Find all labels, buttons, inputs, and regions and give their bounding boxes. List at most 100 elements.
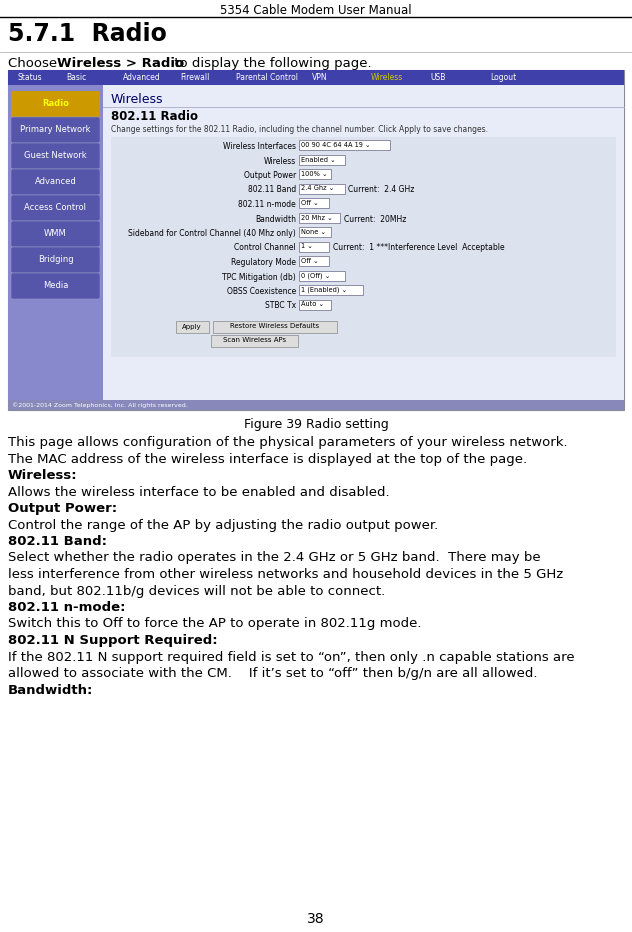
Text: The MAC address of the wireless interface is displayed at the top of the page.: The MAC address of the wireless interfac…: [8, 453, 527, 465]
Text: VPN: VPN: [312, 73, 327, 82]
Text: Select whether the radio operates in the 2.4 GHz or 5 GHz band.  There may be: Select whether the radio operates in the…: [8, 552, 540, 565]
Text: Off ⌄: Off ⌄: [301, 258, 319, 264]
Bar: [8, 400, 624, 410]
Text: Control the range of the AP by adjusting the radio output power.: Control the range of the AP by adjusting…: [8, 518, 438, 531]
Text: Wireless Interfaces: Wireless Interfaces: [223, 142, 296, 151]
Bar: [299, 184, 344, 194]
Text: 100% ⌄: 100% ⌄: [301, 171, 327, 177]
Text: This page allows configuration of the physical parameters of your wireless netwo: This page allows configuration of the ph…: [8, 436, 568, 449]
Bar: [299, 241, 329, 252]
Text: 802.11 Band:: 802.11 Band:: [8, 535, 107, 548]
Text: Firewall: Firewall: [180, 73, 209, 82]
Text: 5354 Cable Modem User Manual: 5354 Cable Modem User Manual: [220, 5, 412, 18]
Text: 802.11 N Support Required:: 802.11 N Support Required:: [8, 634, 217, 647]
Text: 38: 38: [307, 912, 325, 926]
Bar: [299, 140, 389, 150]
Text: TPC Mitigation (db): TPC Mitigation (db): [222, 272, 296, 281]
Text: 802.11 Band: 802.11 Band: [248, 185, 296, 195]
Bar: [103, 85, 624, 410]
Text: Bridging: Bridging: [38, 255, 73, 265]
Text: Figure 39 Radio setting: Figure 39 Radio setting: [243, 418, 389, 431]
Text: None ⌄: None ⌄: [301, 229, 326, 235]
Text: Bandwidth:: Bandwidth:: [8, 683, 94, 696]
Text: Off ⌄: Off ⌄: [301, 200, 319, 206]
Text: Switch this to Off to force the AP to operate in 802.11g mode.: Switch this to Off to force the AP to op…: [8, 618, 422, 631]
Text: Access Control: Access Control: [25, 203, 87, 212]
Bar: [299, 256, 329, 266]
Text: Current:  1 ***Interference Level  Acceptable: Current: 1 ***Interference Level Accepta…: [333, 243, 504, 253]
Bar: [299, 198, 329, 208]
FancyBboxPatch shape: [213, 321, 336, 333]
Text: Apply: Apply: [183, 323, 202, 330]
Bar: [299, 169, 331, 179]
Bar: [299, 212, 340, 223]
Text: If the 802.11 N support required field is set to “on”, then only .n capable stat: If the 802.11 N support required field i…: [8, 651, 574, 664]
Bar: [299, 285, 363, 295]
Text: USB: USB: [430, 73, 446, 82]
FancyBboxPatch shape: [210, 335, 298, 347]
Text: Auto ⌄: Auto ⌄: [301, 301, 324, 308]
Text: Wireless: Wireless: [264, 157, 296, 166]
FancyBboxPatch shape: [11, 91, 100, 117]
Text: WMM: WMM: [44, 229, 67, 239]
Text: Allows the wireless interface to be enabled and disabled.: Allows the wireless interface to be enab…: [8, 486, 389, 499]
Text: Status: Status: [18, 73, 42, 82]
Text: 1 ⌄: 1 ⌄: [301, 243, 313, 250]
Text: Primary Network: Primary Network: [20, 126, 91, 134]
Text: STBC Tx: STBC Tx: [265, 301, 296, 310]
Text: 00 90 4C 64 4A 19 ⌄: 00 90 4C 64 4A 19 ⌄: [301, 142, 370, 148]
Text: 802.11 n-mode: 802.11 n-mode: [238, 200, 296, 209]
FancyBboxPatch shape: [11, 169, 100, 195]
Text: 5.7.1  Radio: 5.7.1 Radio: [8, 22, 167, 46]
Bar: [8, 70, 624, 410]
Text: OBSS Coexistence: OBSS Coexistence: [227, 287, 296, 296]
Text: 2.4 Ghz ⌄: 2.4 Ghz ⌄: [301, 185, 334, 191]
Bar: [8, 70, 624, 85]
Text: Regulatory Mode: Regulatory Mode: [231, 258, 296, 267]
Text: allowed to associate with the CM.    If it’s set to “off” then b/g/n are all all: allowed to associate with the CM. If it’…: [8, 667, 537, 680]
FancyBboxPatch shape: [11, 247, 100, 273]
Text: Wireless: Wireless: [111, 93, 164, 106]
Text: Wireless: Wireless: [371, 73, 403, 82]
FancyBboxPatch shape: [176, 321, 209, 333]
Text: Wireless > Radio: Wireless > Radio: [57, 57, 185, 70]
Text: Current:  20MHz: Current: 20MHz: [344, 214, 406, 224]
Text: Bandwidth: Bandwidth: [255, 214, 296, 224]
Text: 1 (Enabled) ⌄: 1 (Enabled) ⌄: [301, 287, 347, 294]
Bar: [8, 85, 103, 402]
FancyBboxPatch shape: [11, 117, 100, 143]
Text: Media: Media: [43, 281, 68, 291]
Text: band, but 802.11b/g devices will not be able to connect.: band, but 802.11b/g devices will not be …: [8, 584, 386, 597]
Text: to display the following page.: to display the following page.: [170, 57, 372, 70]
Text: Advanced: Advanced: [35, 177, 76, 186]
Text: Change settings for the 802.11 Radio, including the channel number. Click Apply : Change settings for the 802.11 Radio, in…: [111, 125, 488, 134]
FancyBboxPatch shape: [11, 195, 100, 221]
Text: Sideband for Control Channel (40 Mhz only): Sideband for Control Channel (40 Mhz onl…: [128, 229, 296, 238]
Text: Output Power:: Output Power:: [8, 502, 117, 515]
Text: Scan Wireless APs: Scan Wireless APs: [222, 337, 286, 344]
Text: ©2001-2014 Zoom Telephonics, Inc. All rights reserved.: ©2001-2014 Zoom Telephonics, Inc. All ri…: [12, 403, 188, 408]
Text: Radio: Radio: [42, 100, 69, 108]
Bar: [111, 137, 616, 357]
Text: less interference from other wireless networks and household devices in the 5 GH: less interference from other wireless ne…: [8, 568, 563, 581]
Bar: [299, 155, 344, 165]
FancyBboxPatch shape: [11, 221, 100, 247]
Bar: [299, 299, 331, 309]
Text: 20 Mhz ⌄: 20 Mhz ⌄: [301, 214, 332, 221]
Text: Wireless:: Wireless:: [8, 469, 78, 482]
Text: Guest Network: Guest Network: [24, 152, 87, 160]
Text: Current:  2.4 GHz: Current: 2.4 GHz: [348, 185, 415, 195]
Bar: [299, 270, 344, 281]
FancyBboxPatch shape: [11, 273, 100, 299]
Text: 802.11 n-mode:: 802.11 n-mode:: [8, 601, 126, 614]
Text: Output Power: Output Power: [244, 171, 296, 180]
FancyBboxPatch shape: [11, 143, 100, 169]
Text: Logout: Logout: [490, 73, 516, 82]
Text: Advanced: Advanced: [123, 73, 161, 82]
Text: Parental Control: Parental Control: [236, 73, 298, 82]
Text: Choose: Choose: [8, 57, 61, 70]
Text: Enabled ⌄: Enabled ⌄: [301, 157, 336, 162]
Text: Basic: Basic: [66, 73, 86, 82]
Text: 802.11 Radio: 802.11 Radio: [111, 110, 198, 123]
Text: 0 (Off) ⌄: 0 (Off) ⌄: [301, 272, 331, 279]
